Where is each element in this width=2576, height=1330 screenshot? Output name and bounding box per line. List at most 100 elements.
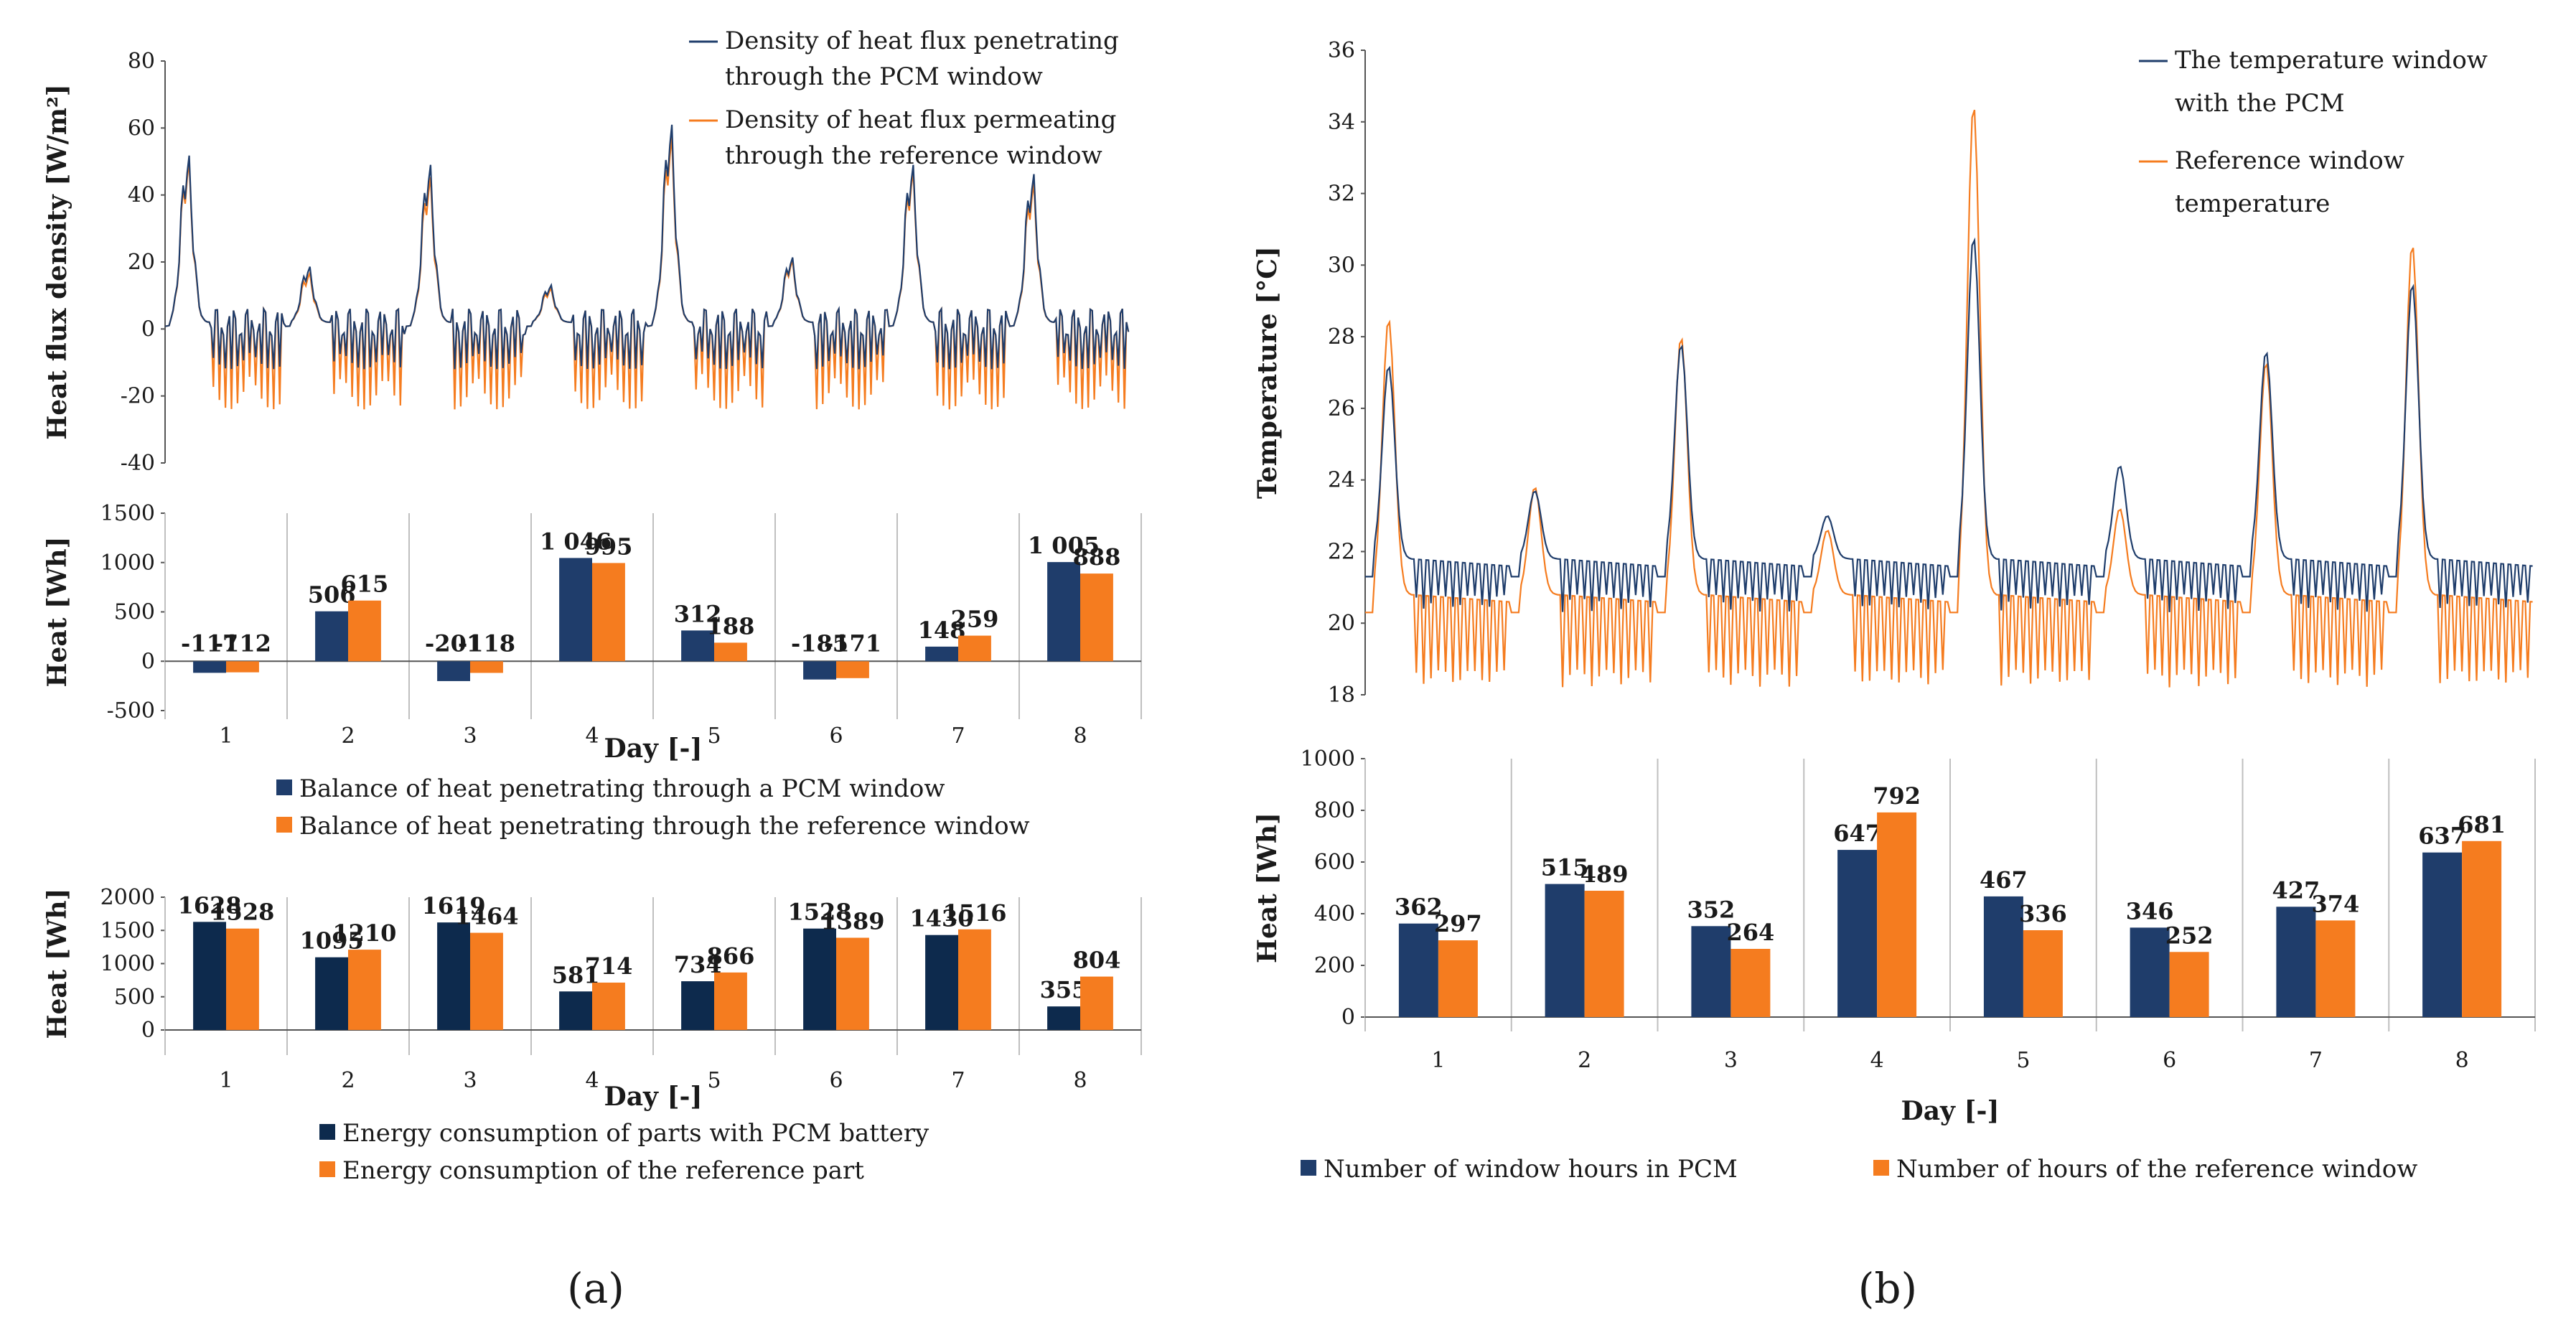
y-tick-label: 0 (141, 1018, 155, 1043)
bar-pcm (1837, 850, 1878, 1017)
y-axis-label: Heat [Wh] (42, 888, 72, 1039)
data-label: 866 (707, 942, 755, 970)
bar-reference (1877, 812, 1917, 1017)
y-tick-label: 34 (1328, 110, 1355, 135)
y-tick-label: 500 (114, 600, 155, 625)
legend-text: Reference window (2175, 146, 2404, 175)
data-label: 264 (1727, 919, 1775, 946)
data-label: 297 (1434, 910, 1482, 937)
bar-pcm (681, 630, 714, 662)
bar-reference (2023, 930, 2063, 1017)
data-label: 427 (2272, 876, 2320, 904)
y-tick-label: 0 (1341, 1005, 1355, 1030)
y-tick-label: 1000 (100, 952, 155, 977)
data-label: 1516 (942, 899, 1006, 927)
bar-reference (714, 972, 747, 1030)
data-label: 355 (1040, 976, 1088, 1003)
x-tick-label: 3 (463, 1068, 477, 1093)
bar-reference (836, 661, 869, 678)
bar-pcm (1983, 896, 2023, 1017)
x-tick-label: 1 (1431, 1048, 1445, 1073)
bar-pcm (2130, 927, 2170, 1017)
data-label: 734 (674, 951, 722, 978)
y-tick-label: 40 (128, 183, 155, 208)
x-tick-label: 8 (2455, 1048, 2469, 1073)
data-label: 637 (2418, 823, 2466, 850)
bar-reference (592, 983, 625, 1030)
y-tick-label: -40 (121, 451, 155, 476)
legend-text: through the reference window (725, 141, 1102, 170)
x-tick-label: 7 (951, 723, 965, 749)
bar-reference (958, 635, 991, 662)
bar-pcm (1545, 884, 1585, 1017)
legend-swatch-reference (276, 817, 292, 833)
series-line-reference (164, 136, 1130, 410)
data-label: 259 (951, 606, 999, 633)
data-label: 615 (341, 571, 389, 598)
y-tick-label: -500 (107, 698, 155, 723)
data-label: 336 (2019, 900, 2067, 927)
x-tick-label: 2 (341, 1068, 355, 1093)
bar-pcm (559, 558, 592, 662)
legend-text: Density of heat flux penetrating (725, 27, 1119, 55)
y-axis-label: Heat flux density [W/m²] (42, 84, 72, 440)
y-tick-label: 28 (1328, 324, 1355, 350)
legend-text: Density of heat flux permeating (725, 106, 1116, 134)
x-tick-label: 6 (2163, 1048, 2176, 1073)
x-tick-label: 8 (1073, 1068, 1087, 1093)
data-label: 792 (1873, 782, 1921, 810)
y-tick-label: 80 (128, 49, 155, 74)
caption-b: (b) (1858, 1264, 1917, 1313)
y-tick-label: 26 (1328, 396, 1355, 421)
x-tick-label: 5 (2016, 1048, 2030, 1073)
y-tick-label: 36 (1328, 38, 1355, 63)
data-label: 362 (1395, 894, 1443, 921)
bar-pcm (1047, 1006, 1080, 1030)
legend-text: Energy consumption of the reference part (342, 1156, 864, 1185)
bar-reference (1730, 949, 1771, 1017)
data-label: 714 (585, 952, 633, 980)
bar-reference (1584, 891, 1624, 1017)
data-label: -117 (181, 629, 238, 657)
x-tick-label: 5 (707, 723, 721, 749)
data-label: 1210 (332, 919, 396, 947)
caption-a: (a) (567, 1264, 624, 1313)
bar-reference (226, 928, 259, 1030)
data-label: -171 (824, 629, 881, 657)
bar-pcm (2422, 852, 2463, 1017)
bar-pcm (803, 661, 836, 680)
bar-pcm (193, 922, 226, 1030)
data-label: 352 (1687, 896, 1736, 923)
y-tick-label: 1500 (100, 918, 155, 943)
x-tick-label: 1 (219, 1068, 233, 1093)
data-label: 681 (2458, 811, 2506, 838)
legend-text: Number of window hours in PCM (1324, 1155, 1738, 1184)
bar-pcm (925, 935, 958, 1030)
y-tick-label: 0 (141, 649, 155, 674)
legend-swatch-pcm (319, 1124, 335, 1140)
x-axis-label: Day [-] (1901, 1096, 1999, 1126)
y-tick-label: 2000 (100, 885, 155, 910)
panel-b-temperature-chart: 18 20 22 24 26 28 30 32 34 36 Temperature [°C] The … (1252, 38, 2533, 708)
data-label: 515 (1541, 854, 1589, 881)
data-label: 1389 (820, 908, 884, 935)
data-label: 148 (918, 617, 966, 644)
y-tick-label: 1500 (100, 501, 155, 526)
y-tick-label: -20 (121, 384, 155, 409)
bar-reference (470, 661, 503, 673)
bar-pcm (559, 991, 592, 1030)
bar-pcm (925, 646, 958, 662)
data-label: 1628 (178, 891, 242, 919)
y-tick-label: 200 (1314, 953, 1355, 978)
legend-text: Balance of heat penetrating through a PC… (299, 774, 945, 803)
x-tick-label: 5 (707, 1068, 721, 1093)
data-label: 1528 (787, 899, 851, 926)
bar-reference (958, 929, 991, 1030)
y-tick-label: 0 (141, 317, 155, 342)
data-label: 1528 (210, 899, 274, 926)
y-tick-label: 32 (1328, 182, 1355, 207)
bar-pcm (1691, 926, 1731, 1017)
